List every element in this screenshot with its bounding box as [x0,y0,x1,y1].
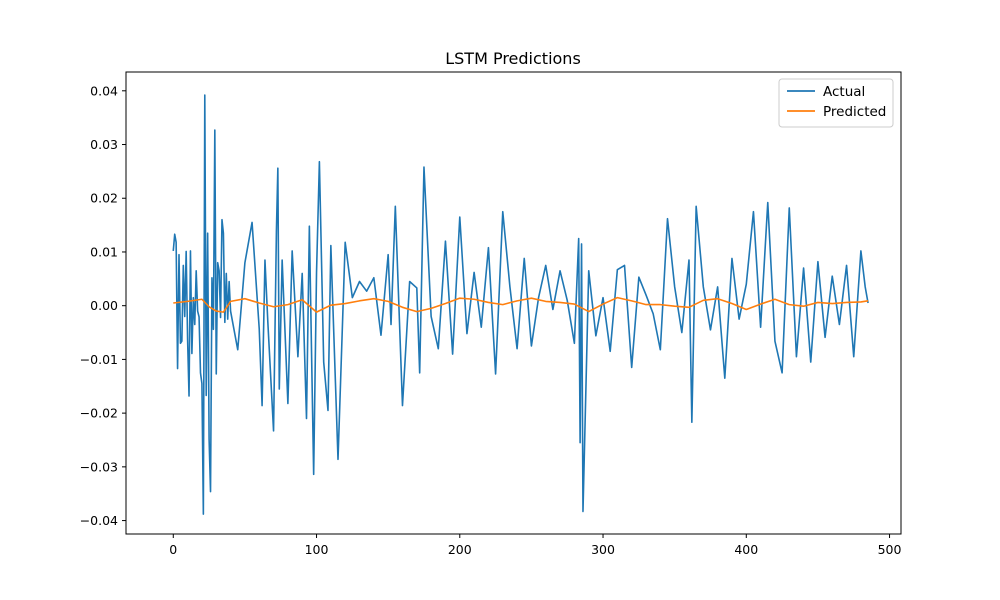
y-tick-label: 0.00 [90,298,118,313]
series-layer [172,94,869,515]
y-tick-label: 0.03 [90,137,118,152]
y-tick-label: 0.02 [90,191,118,206]
y-axis: −0.04 −0.03 −0.02 −0.01 0.00 0.01 0.02 0.03 0.04 [80,83,126,528]
x-axis: 0 100 200 300 400 500 [169,534,902,557]
x-tick-label: 300 [591,542,615,557]
legend: Actual Predicted [778,78,894,128]
legend-label-actual: Actual [823,84,865,100]
x-tick-label: 100 [305,542,329,557]
chart-title: LSTM Predictions [445,49,581,68]
series-line-predicted [173,296,869,313]
x-tick-label: 500 [878,542,902,557]
y-tick-label: −0.01 [80,352,118,367]
y-tick-label: −0.04 [80,513,118,528]
x-tick-label: 400 [734,542,758,557]
x-tick-label: 0 [169,542,177,557]
y-tick-label: −0.03 [80,459,118,474]
plot-area-frame [125,71,902,535]
legend-label-predicted: Predicted [823,104,886,120]
series-line-actual [172,94,869,515]
y-tick-label: 0.01 [90,244,118,259]
y-tick-label: 0.04 [90,83,118,98]
y-tick-label: −0.02 [80,406,118,421]
x-tick-label: 200 [448,542,472,557]
